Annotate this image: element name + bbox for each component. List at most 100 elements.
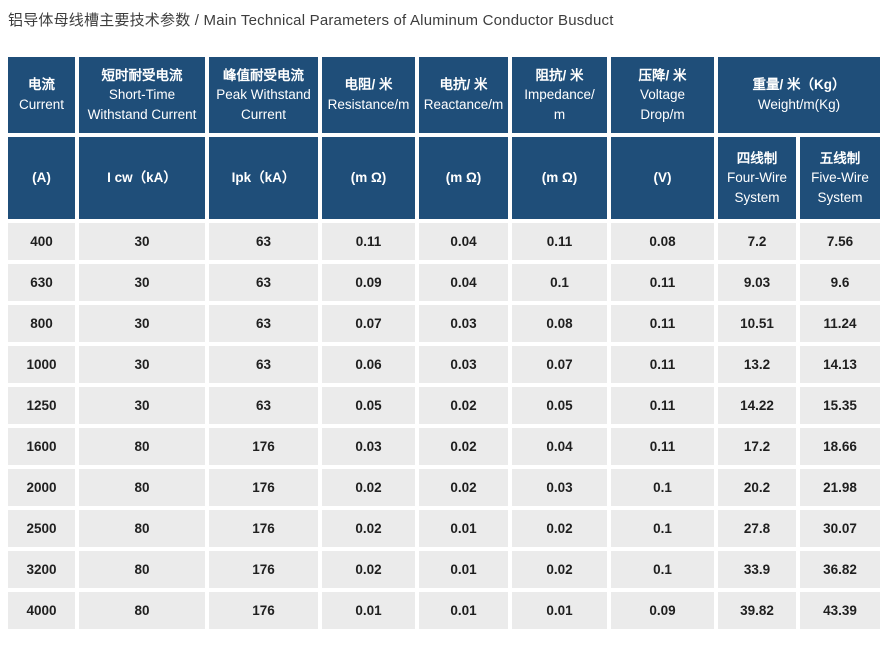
- header-cell: 短时耐受电流 Short-Time Withstand Current: [79, 57, 205, 133]
- table-cell: 13.2: [718, 346, 796, 383]
- table-cell: 80: [79, 428, 205, 465]
- header-cell: 五线制 Five-Wire System: [800, 137, 880, 219]
- header-label-cn: 阻抗/ 米: [535, 67, 584, 83]
- table-cell: 14.13: [800, 346, 880, 383]
- table-cell: 30: [79, 305, 205, 342]
- table-cell: 15.35: [800, 387, 880, 424]
- table-cell: 0.01: [512, 592, 607, 629]
- table-cell: 0.1: [611, 510, 714, 547]
- table-cell: 1000: [8, 346, 75, 383]
- header-cell: (V): [611, 137, 714, 219]
- table-cell: 1250: [8, 387, 75, 424]
- table-cell: 0.09: [611, 592, 714, 629]
- header-label-cn: (m Ω): [541, 170, 578, 186]
- table-row: 400 30 63 0.11 0.04 0.11 0.08 7.2 7.56: [8, 223, 880, 260]
- parameters-table: 电流 Current 短时耐受电流 Short-Time Withstand Curr…: [4, 53, 884, 633]
- table-cell: 3200: [8, 551, 75, 588]
- table-cell: 2500: [8, 510, 75, 547]
- header-label-cn: 峰值耐受电流: [223, 67, 304, 83]
- table-cell: 0.08: [611, 223, 714, 260]
- header-label-en: Resistance/m: [327, 97, 410, 112]
- table-cell: 176: [209, 469, 318, 506]
- header-label-cn: 短时耐受电流: [101, 67, 183, 83]
- table-cell: 176: [209, 428, 318, 465]
- table-cell: 30: [79, 387, 205, 424]
- table-cell: 0.02: [512, 551, 607, 588]
- header-label-en: Short-Time Withstand Current: [87, 87, 197, 122]
- table-cell: 0.04: [419, 264, 508, 301]
- table-row: 3200 80 176 0.02 0.01 0.02 0.1 33.9 36.82: [8, 551, 880, 588]
- table-cell: 30: [79, 264, 205, 301]
- table-cell: 0.07: [322, 305, 415, 342]
- header-cell: (A): [8, 137, 75, 219]
- header-cell: 四线制 Four-Wire System: [718, 137, 796, 219]
- table-cell: 0.02: [322, 551, 415, 588]
- table-row: 2000 80 176 0.02 0.02 0.03 0.1 20.2 21.98: [8, 469, 880, 506]
- header-label-cn: 电阻/ 米: [344, 77, 393, 93]
- table-cell: 0.11: [611, 387, 714, 424]
- table-cell: 63: [209, 387, 318, 424]
- table-cell: 0.06: [322, 346, 415, 383]
- table-body: 400 30 63 0.11 0.04 0.11 0.08 7.2 7.56 630 30 63 0.0…: [8, 223, 880, 629]
- header-label-cn: 重量/ 米（Kg）: [752, 77, 846, 93]
- header-label-en: Peak Withstand Current: [216, 87, 311, 122]
- header-label-cn: I cw（kA）: [107, 170, 177, 186]
- table-row: 2500 80 176 0.02 0.01 0.02 0.1 27.8 30.07: [8, 510, 880, 547]
- table-cell: 0.01: [419, 592, 508, 629]
- header-row-2: (A) I cw（kA） Ipk（kA） (m Ω) (m Ω) (m Ω) (V) 四线制 F…: [8, 137, 880, 219]
- header-cell: 电抗/ 米 Reactance/m: [419, 57, 508, 133]
- table-cell: 0.11: [611, 264, 714, 301]
- table-cell: 27.8: [718, 510, 796, 547]
- header-cell: (m Ω): [419, 137, 508, 219]
- header-cell: 阻抗/ 米 Impedance/ m: [512, 57, 607, 133]
- table-cell: 0.03: [419, 305, 508, 342]
- table-row: 630 30 63 0.09 0.04 0.1 0.11 9.03 9.6: [8, 264, 880, 301]
- table-cell: 0.1: [512, 264, 607, 301]
- header-label-cn: (V): [653, 170, 672, 186]
- table-cell: 80: [79, 510, 205, 547]
- table-cell: 0.03: [419, 346, 508, 383]
- table-cell: 0.02: [419, 387, 508, 424]
- table-cell: 0.1: [611, 469, 714, 506]
- table-cell: 0.07: [512, 346, 607, 383]
- header-label-en: Current: [18, 97, 64, 112]
- header-cell: 峰值耐受电流 Peak Withstand Current: [209, 57, 318, 133]
- table-cell: 80: [79, 551, 205, 588]
- header-cell: (m Ω): [512, 137, 607, 219]
- table-cell: 30.07: [800, 510, 880, 547]
- table-row: 1000 30 63 0.06 0.03 0.07 0.11 13.2 14.13: [8, 346, 880, 383]
- header-row-1: 电流 Current 短时耐受电流 Short-Time Withstand Curr…: [8, 57, 880, 133]
- header-label-cn: 电流: [28, 77, 55, 93]
- header-label-cn: (A): [32, 170, 51, 186]
- header-label-cn: 五线制: [819, 150, 861, 166]
- table-cell: 21.98: [800, 469, 880, 506]
- table-cell: 17.2: [718, 428, 796, 465]
- table-cell: 0.11: [322, 223, 415, 260]
- table-cell: 0.08: [512, 305, 607, 342]
- table-cell: 14.22: [718, 387, 796, 424]
- table-cell: 0.05: [512, 387, 607, 424]
- table-cell: 0.02: [512, 510, 607, 547]
- table-cell: 11.24: [800, 305, 880, 342]
- table-head: 电流 Current 短时耐受电流 Short-Time Withstand Curr…: [8, 57, 880, 219]
- table-cell: 0.04: [419, 223, 508, 260]
- table-cell: 400: [8, 223, 75, 260]
- table-cell: 63: [209, 223, 318, 260]
- table-cell: 0.1: [611, 551, 714, 588]
- header-label-cn: 四线制: [736, 150, 778, 166]
- table-cell: 80: [79, 592, 205, 629]
- table-cell: 36.82: [800, 551, 880, 588]
- table-cell: 20.2: [718, 469, 796, 506]
- header-cell: (m Ω): [322, 137, 415, 219]
- table-cell: 0.02: [419, 469, 508, 506]
- table-cell: 0.11: [611, 305, 714, 342]
- table-cell: 63: [209, 346, 318, 383]
- table-cell: 176: [209, 551, 318, 588]
- header-cell: Ipk（kA）: [209, 137, 318, 219]
- table-cell: 80: [79, 469, 205, 506]
- table-row: 1600 80 176 0.03 0.02 0.04 0.11 17.2 18.66: [8, 428, 880, 465]
- table-cell: 0.01: [419, 510, 508, 547]
- header-label-en: Voltage Drop/m: [639, 87, 686, 122]
- table-cell: 0.02: [322, 510, 415, 547]
